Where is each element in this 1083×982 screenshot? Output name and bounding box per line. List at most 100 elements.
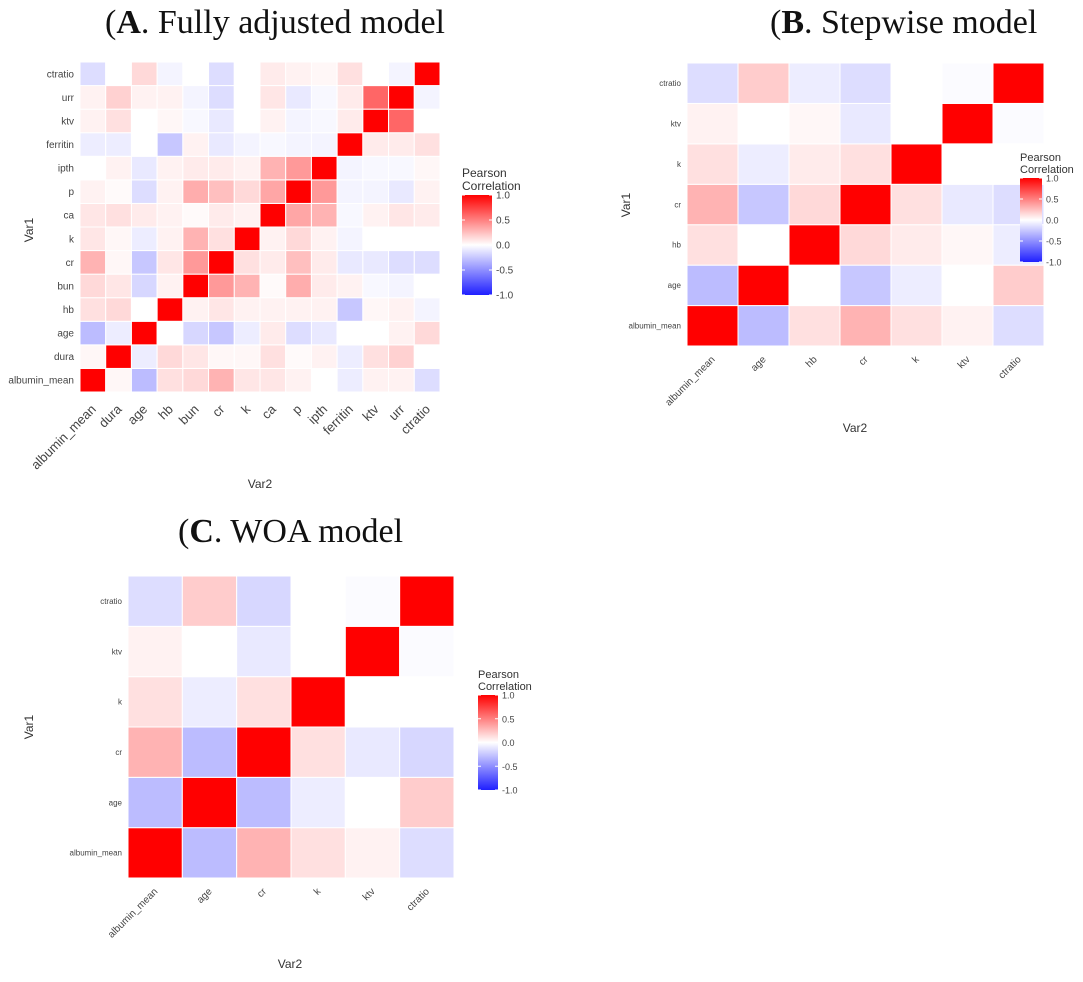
heatmap-cell: [388, 108, 415, 134]
heatmap-cell: [336, 250, 364, 275]
y-tick-label: cr: [66, 258, 75, 269]
heatmap-cell: [310, 367, 338, 393]
heatmap-cell: [236, 776, 292, 829]
heatmap-cell: [839, 62, 892, 104]
heatmap-cell: [336, 132, 364, 157]
y-axis-title: Var1: [22, 714, 36, 739]
heatmap-cell: [285, 155, 312, 181]
heatmap-cell: [941, 62, 994, 104]
heatmap-cell: [208, 155, 235, 181]
legend-title-line2: Correlation: [1020, 164, 1074, 176]
heatmap-cell: [362, 226, 390, 252]
heatmap-cell: [290, 726, 346, 778]
x-tick-label: cr: [209, 401, 228, 420]
heatmap-cell: [130, 202, 158, 228]
legend-title-line2: Correlation: [462, 179, 521, 193]
heatmap-cell: [181, 827, 238, 879]
heatmap-cell: [310, 344, 338, 369]
x-tick-label: ktv: [361, 886, 378, 903]
heatmap-cell: [156, 344, 184, 369]
heatmap-cell: [130, 85, 158, 110]
heatmap-cell: [236, 827, 292, 879]
x-tick-label: k: [312, 886, 324, 898]
heatmap-cell: [413, 61, 441, 87]
y-tick-label: p: [68, 187, 74, 198]
heatmap-cell: [285, 179, 312, 204]
heatmap-cell: [79, 344, 107, 369]
heatmap-cell: [130, 367, 158, 393]
legend-tick-label: 0.5: [502, 714, 515, 724]
heatmap-cell: [233, 226, 261, 252]
heatmap-cell: [182, 297, 210, 322]
heatmap-cell: [290, 776, 346, 829]
heatmap-cell: [336, 297, 364, 322]
heatmap-cell: [344, 625, 401, 678]
heatmap-cell: [788, 264, 841, 307]
heatmap-cell: [890, 264, 943, 307]
heatmap-cell: [336, 367, 364, 393]
heatmap-cell: [181, 726, 238, 778]
heatmap-cell: [236, 726, 292, 778]
y-tick-label: ktv: [671, 119, 681, 128]
heatmap-cell: [992, 264, 1045, 307]
heatmap-cell: [105, 202, 132, 228]
heatmap-cell: [737, 102, 790, 145]
heatmap-cell: [788, 183, 841, 226]
heatmap-cell: [181, 776, 238, 829]
heatmap-cell: [79, 367, 107, 393]
x-tick-label: hb: [804, 354, 820, 370]
heatmap-cell: [399, 827, 455, 879]
heatmap-cell: [839, 143, 892, 185]
heatmap-cell: [236, 625, 292, 678]
heatmap-cell: [236, 575, 292, 627]
y-axis-title: Var1: [619, 192, 633, 217]
heatmap-cell: [233, 85, 261, 110]
heatmap-cell: [290, 625, 346, 678]
heatmap-cell: [130, 250, 158, 275]
heatmap-cell: [413, 202, 441, 228]
heatmap-cell: [182, 85, 210, 110]
heatmap-cell: [233, 155, 261, 181]
heatmap-cell: [310, 320, 338, 346]
heatmap-cell: [130, 155, 158, 181]
heatmap-cell: [992, 102, 1045, 145]
y-tick-label: age: [57, 329, 74, 340]
heatmap-cell: [310, 179, 338, 204]
heatmap-cell: [208, 85, 235, 110]
heatmap-cell: [79, 273, 107, 299]
heatmap-cell: [181, 676, 238, 728]
heatmap-cell: [156, 202, 184, 228]
y-tick-label: hb: [63, 305, 75, 316]
panel-a-title-text: . Fully adjusted model: [140, 4, 445, 41]
heatmap-cell: [344, 676, 401, 728]
panel-c-title: (C. WOA model: [178, 513, 404, 550]
x-tick-label: ktv: [956, 354, 973, 371]
y-tick-label: k: [677, 160, 682, 169]
heatmap-cell: [344, 726, 401, 778]
heatmap-cell: [310, 132, 338, 157]
heatmap-cell: [79, 202, 107, 228]
heatmap-cell: [79, 85, 107, 110]
heatmap-cell: [388, 155, 415, 181]
heatmap-cell: [413, 320, 441, 346]
heatmap-cell: [182, 108, 210, 134]
heatmap-cell: [130, 297, 158, 322]
heatmap-cell: [413, 344, 441, 369]
panel-b-title-text: . Stepwise model: [804, 4, 1038, 41]
x-tick-label: albumin_mean: [663, 354, 717, 408]
legend-colorbar: [478, 695, 498, 790]
x-axis-title: Var2: [843, 421, 868, 435]
heatmap-cell: [285, 202, 312, 228]
heatmap-cell: [336, 61, 364, 87]
legend-tick-label: 0.5: [1046, 195, 1059, 205]
x-tick-label: albumin_mean: [28, 402, 99, 473]
y-tick-label: k: [118, 698, 123, 707]
heatmap-cell: [839, 305, 892, 347]
heatmap-cell: [208, 179, 235, 204]
legend-title-line2: Correlation: [478, 681, 532, 693]
heatmap-cell: [127, 676, 183, 728]
heatmap-cell: [208, 202, 235, 228]
y-tick-label: ktv: [61, 116, 74, 127]
heatmap-cell: [208, 297, 235, 322]
heatmap-cell: [79, 108, 107, 134]
